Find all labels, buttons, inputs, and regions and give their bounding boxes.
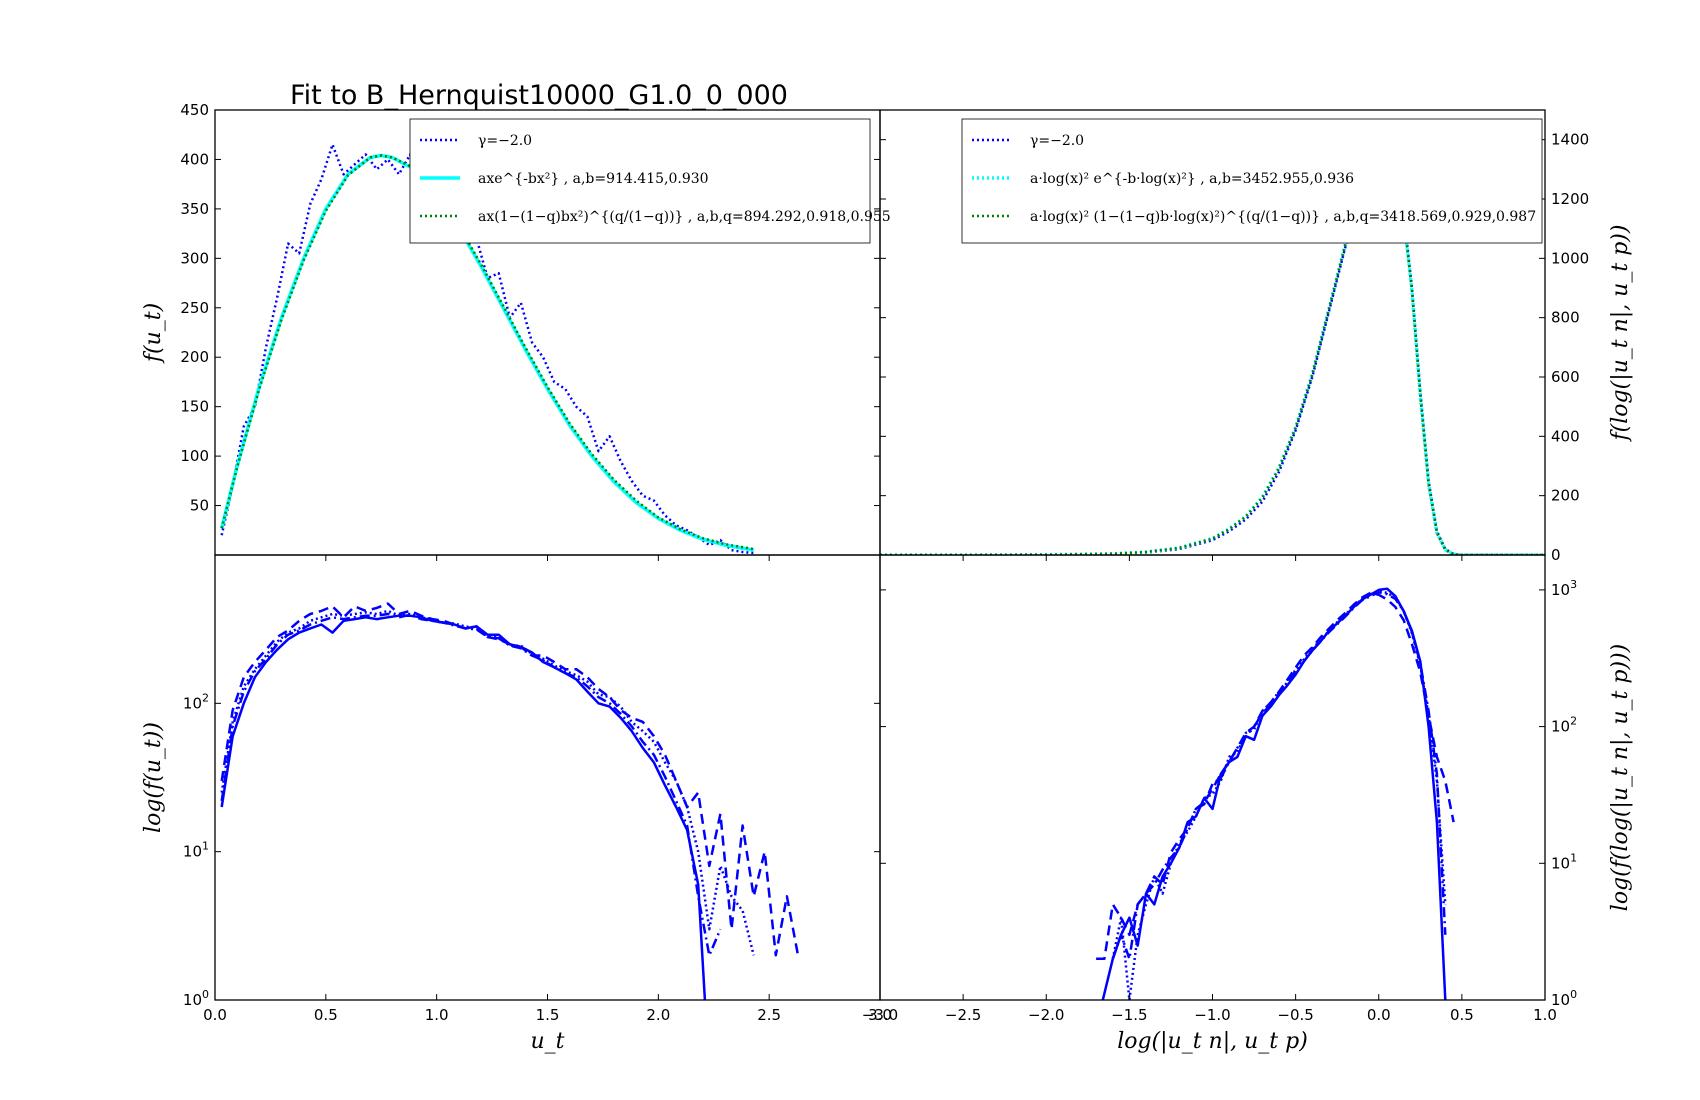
x-tick-label: −1.0 <box>1194 1006 1230 1024</box>
legend-label: γ=−2.0 <box>478 133 532 149</box>
y-tick-label: 300 <box>180 249 209 267</box>
y-tick-label: 101 <box>1551 851 1577 872</box>
series-line-4 <box>1111 591 1447 961</box>
x-tick-label: −1.5 <box>1111 1006 1147 1024</box>
y-axis-label: f(log(|u_t n|, u_t p)) <box>1608 225 1633 443</box>
series-line-3 <box>1111 589 1447 1000</box>
legend: γ=−2.0 axe^{-bx²} , a,b=914.415,0.930 ax(1… <box>409 118 891 244</box>
y-tick-label: 1000 <box>1551 249 1589 267</box>
y-axis-label: f(u_t) <box>141 303 166 364</box>
y-tick-label: 0 <box>1551 546 1561 564</box>
x-tick-label: −2.0 <box>1028 1006 1064 1024</box>
series-line-2 <box>1096 591 1455 961</box>
y-tick-label: 100 <box>1551 988 1577 1009</box>
legend-label: ax(1−(1−q)bx²)^{(q/(1−q))} , a,b,q=894.2… <box>478 209 891 225</box>
y-tick-label: 250 <box>180 299 209 317</box>
x-tick-label: 0.5 <box>314 1006 338 1024</box>
y-axis-label: log(f(log(|u_t n|, u_t p))) <box>1608 644 1633 911</box>
y-tick-label: 150 <box>180 398 209 416</box>
x-tick-label: 3.0 <box>868 1006 892 1024</box>
y-axis-label: log(f(u_t)) <box>141 722 166 833</box>
y-tick-label: 450 <box>180 101 209 119</box>
y-tick-label: 103 <box>1551 578 1577 599</box>
x-tick-label: 2.0 <box>646 1006 670 1024</box>
series-line-1 <box>220 143 754 555</box>
series-line-2 <box>880 149 1545 555</box>
series-line-2 <box>220 602 800 957</box>
series-line-3 <box>220 154 754 551</box>
x-axis-label: u_t <box>530 1029 564 1054</box>
series-group <box>220 143 754 555</box>
x-axis-label: log(|u_t n|, u_t p) <box>1117 1029 1308 1054</box>
x-tick-label: 1.0 <box>425 1006 449 1024</box>
y-tick-label: 102 <box>1551 715 1577 736</box>
y-tick-label: 100 <box>180 447 209 465</box>
x-tick-label: 1.0 <box>1533 1006 1557 1024</box>
x-tick-label: 0.0 <box>203 1006 227 1024</box>
legend-label: a·log(x)² (1−(1−q)b·log(x)²)^{(q/(1−q))}… <box>1030 209 1536 225</box>
x-tick-label: −0.5 <box>1277 1006 1313 1024</box>
y-tick-label: 350 <box>180 200 209 218</box>
x-tick-label: −2.5 <box>945 1006 981 1024</box>
series-line-1 <box>1101 587 1447 1000</box>
y-tick-label: 101 <box>183 840 209 861</box>
y-tick-label: 50 <box>190 497 209 515</box>
series-group <box>220 602 800 1000</box>
subplot-top-right: 1400 1200 1000 800 600 400 200 0 f(log(|u_t n|, … <box>879 109 1633 564</box>
y-tick-label: 200 <box>1551 487 1580 505</box>
y-tick-label: 400 <box>180 150 209 168</box>
legend-label: γ=−2.0 <box>1030 133 1084 149</box>
series-line-1 <box>220 614 707 1000</box>
y-tick-label: 100 <box>183 988 209 1009</box>
y-tick-label: 1200 <box>1551 190 1589 208</box>
x-tick-label: 0.5 <box>1450 1006 1474 1024</box>
series-group <box>880 149 1545 555</box>
legend-label: a·log(x)² e^{-b·log(x)²} , a,b=3452.955,… <box>1030 171 1354 187</box>
subplot-bottom-right: 100 101 102 103 −3.0 −2.5 −2.0 −1.5 −1.0 −0.5 0.0 0… <box>862 554 1633 1054</box>
subplot-grid: 450 400 350 300 250 200 150 100 50 f(u_t) γ=−2.0 ax… <box>141 101 1633 1054</box>
y-tick-label: 600 <box>1551 368 1580 386</box>
legend: γ=−2.0 a·log(x)² e^{-b·log(x)²} , a,b=345… <box>961 118 1543 244</box>
series-line-4 <box>220 612 722 957</box>
y-tick-label: 800 <box>1551 309 1580 327</box>
series-group <box>1096 587 1455 1000</box>
x-tick-label: 0.0 <box>1367 1006 1391 1024</box>
y-tick-label: 200 <box>180 348 209 366</box>
x-tick-label: −3.0 <box>862 1006 898 1024</box>
subplot-top-left: 450 400 350 300 250 200 150 100 50 f(u_t) γ=−2.0 ax… <box>141 101 891 556</box>
series-line-3 <box>220 609 755 956</box>
figure-title: Fit to B_Hernquist10000_G1.0_0_000 <box>290 80 788 111</box>
x-tick-label: 2.5 <box>757 1006 781 1024</box>
y-tick-label: 102 <box>183 691 209 712</box>
y-tick-label: 400 <box>1551 427 1580 445</box>
legend-label: axe^{-bx²} , a,b=914.415,0.930 <box>478 171 709 187</box>
subplot-bottom-left: 100 101 102 0.0 0.5 1.0 1.5 2.0 2.5 3.0 log(f(u_t)… <box>141 554 892 1054</box>
x-tick-label: 1.5 <box>536 1006 560 1024</box>
y-tick-label: 1400 <box>1551 131 1589 149</box>
